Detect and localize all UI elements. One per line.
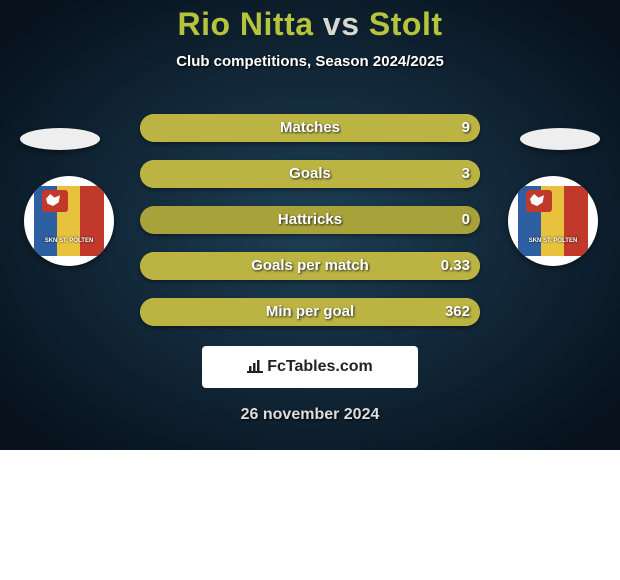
stat-right-value: 0 <box>462 206 470 234</box>
wolf-icon <box>46 194 60 206</box>
logo-text: FcTables.com <box>267 358 373 376</box>
club-badge-right-inner: SKN ST. PÖLTEN <box>518 186 588 256</box>
badge-stripe <box>80 186 104 256</box>
title-vs: vs <box>323 6 360 42</box>
stat-row-matches: Matches 9 <box>140 114 480 142</box>
badge-wolf-bg <box>42 190 68 212</box>
wolf-icon <box>530 194 544 206</box>
avatar-left-placeholder <box>20 128 100 150</box>
chart-icon <box>247 359 263 376</box>
badge-text: SKN ST. PÖLTEN <box>34 238 104 244</box>
stat-right-value: 0.33 <box>441 252 470 280</box>
stat-label: Hattricks <box>140 206 480 234</box>
club-badge-left-inner: SKN ST. PÖLTEN <box>34 186 104 256</box>
badge-text: SKN ST. PÖLTEN <box>518 238 588 244</box>
comparison-card: Rio Nitta vs Stolt Club competitions, Se… <box>0 0 620 450</box>
title-player1: Rio Nitta <box>177 6 313 42</box>
stat-row-min-per-goal: Min per goal 362 <box>140 298 480 326</box>
content: Rio Nitta vs Stolt Club competitions, Se… <box>0 0 620 424</box>
club-badge-right: SKN ST. PÖLTEN <box>508 176 598 266</box>
stat-label: Goals <box>140 160 480 188</box>
stat-label: Matches <box>140 114 480 142</box>
badge-wolf-bg <box>526 190 552 212</box>
stat-label: Goals per match <box>140 252 480 280</box>
stat-row-goals: Goals 3 <box>140 160 480 188</box>
page-title: Rio Nitta vs Stolt <box>0 6 620 43</box>
subtitle: Club competitions, Season 2024/2025 <box>0 53 620 70</box>
club-badge-left: SKN ST. PÖLTEN <box>24 176 114 266</box>
stat-row-goals-per-match: Goals per match 0.33 <box>140 252 480 280</box>
stat-right-value: 9 <box>462 114 470 142</box>
stat-label: Min per goal <box>140 298 480 326</box>
stat-right-value: 362 <box>445 298 470 326</box>
fctables-logo: FcTables.com <box>202 346 418 388</box>
avatar-right-placeholder <box>520 128 600 150</box>
badge-stripe <box>564 186 588 256</box>
stat-right-value: 3 <box>462 160 470 188</box>
date: 26 november 2024 <box>0 406 620 424</box>
title-player2: Stolt <box>369 6 443 42</box>
stat-row-hattricks: Hattricks 0 <box>140 206 480 234</box>
